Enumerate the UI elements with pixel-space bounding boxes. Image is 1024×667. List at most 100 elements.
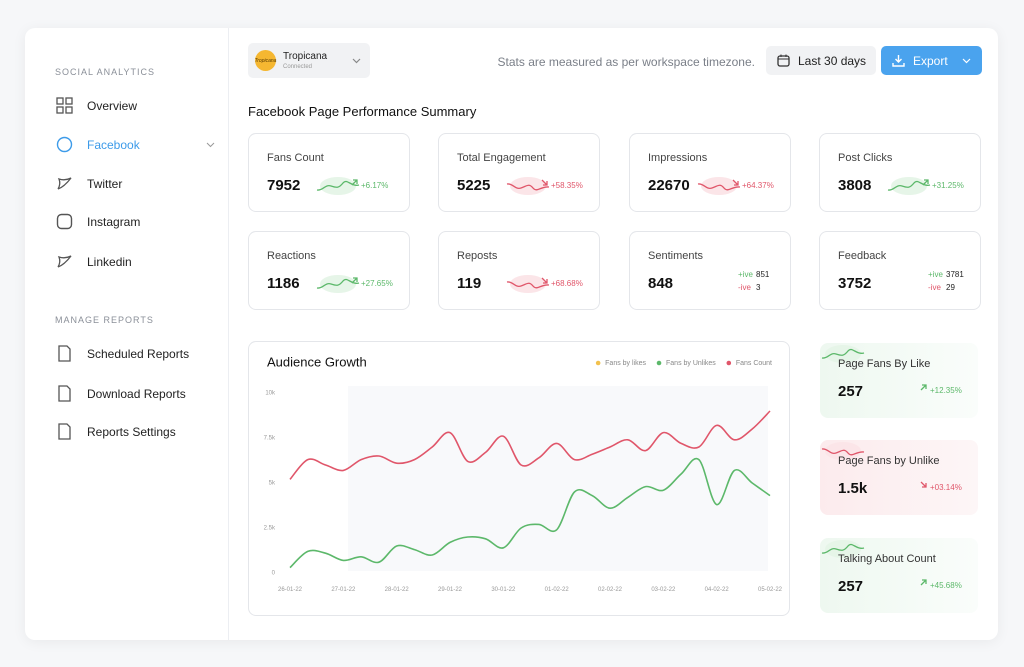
trend-arrow	[351, 277, 358, 284]
trend-arrow	[920, 481, 927, 488]
chevron	[352, 58, 361, 64]
sparkline	[821, 540, 865, 558]
metric-value: 119	[457, 275, 482, 292]
series-line	[289, 410, 771, 480]
arrow	[920, 579, 927, 586]
metric-value: 22670	[648, 177, 690, 194]
breakdown-value: 851	[756, 270, 770, 279]
metric-label: Post Clicks	[838, 152, 893, 164]
x-tick-label: 26-01-22	[278, 587, 303, 593]
metric-card: Fans Count 7952 +6.17%	[248, 133, 410, 212]
x-tick-label: 05-02-22	[758, 587, 783, 593]
metric-change: +12.35%	[930, 386, 962, 395]
metric-change: +64.37%	[742, 181, 774, 190]
date-range-button[interactable]: Last 30 days	[766, 46, 876, 75]
trend-arrow	[541, 179, 548, 186]
metric-card: Post Clicks 3808 +31.25%	[819, 133, 981, 212]
nav-label: Instagram	[87, 214, 141, 229]
metric-label: Page Fans By Like	[838, 358, 931, 370]
calendar-icon	[777, 54, 790, 67]
breakdown-label: +ive	[738, 270, 753, 279]
spark-line	[821, 348, 865, 359]
account-name: Tropicana	[283, 51, 328, 62]
x-tick-label: 30-01-22	[491, 587, 516, 593]
nav-label: Reports Settings	[87, 424, 176, 439]
breakdown-value: 29	[946, 283, 955, 292]
metric-card: Reactions 1186 +27.65%	[248, 231, 410, 310]
icon-part	[57, 177, 72, 190]
sparkline	[506, 177, 550, 195]
sparkline	[697, 177, 741, 195]
date-range-label: Last 30 days	[798, 54, 867, 68]
sparkline	[506, 275, 550, 293]
icon-part	[56, 213, 73, 230]
export-label: Export	[913, 54, 948, 68]
metric-card: Feedback 3752 +ive 3781 -ive 29	[819, 231, 981, 310]
breakdown-value: 3781	[946, 270, 964, 279]
summary-title: Facebook Page Performance Summary	[248, 104, 477, 119]
breakdown-label: +ive	[928, 270, 943, 279]
nav-label: Linkedin	[87, 254, 132, 269]
nav-item[interactable]: Reports Settings	[56, 423, 176, 440]
metric-value: 3808	[838, 177, 872, 194]
icon-part	[57, 255, 72, 268]
metric-value: 1.5k	[838, 480, 868, 497]
nav-icon	[58, 423, 71, 440]
metric-change: +27.65%	[361, 279, 393, 288]
nav-label: Download Reports	[87, 386, 186, 401]
icon-part	[56, 136, 73, 153]
trend-arrow	[732, 179, 739, 186]
icon-part	[56, 106, 64, 114]
spark-line	[506, 281, 550, 289]
legend-dot	[595, 360, 601, 366]
account-selector[interactable]: Tropicana Tropicana Connected	[248, 43, 370, 78]
metric-value: 5225	[457, 177, 491, 194]
legend-label: Fans by Unlikes	[666, 360, 716, 367]
sparkline	[316, 275, 360, 293]
metric-change: +68.68%	[551, 279, 583, 288]
metric-label: Impressions	[648, 152, 708, 164]
y-tick-label: 7.5k	[264, 436, 276, 442]
section-title: MANAGE REPORTS	[55, 315, 154, 325]
metric-change: +03.14%	[930, 483, 962, 492]
metric-value: 3752	[838, 275, 872, 292]
x-tick-label: 28-01-22	[385, 587, 410, 593]
metric-label: Fans Count	[267, 152, 324, 164]
chart-title: Audience Growth	[267, 354, 367, 369]
nav-icon	[56, 213, 73, 230]
side-card: Page Fans by Unlike 1.5k +03.14%	[820, 440, 978, 515]
x-tick-label: 03-02-22	[651, 587, 676, 593]
metric-change: +45.68%	[930, 581, 962, 590]
breakdown-label: -ive	[928, 283, 941, 292]
nav-item[interactable]: Twitter	[56, 175, 122, 192]
arrow	[351, 277, 358, 284]
metric-card: Impressions 22670 +64.37%	[629, 133, 791, 212]
chevron	[206, 142, 215, 147]
sparkline	[821, 442, 865, 460]
legend-dot	[726, 360, 732, 366]
timezone-note: Stats are measured as per workspace time…	[497, 55, 755, 69]
y-tick-label: 2.5k	[264, 526, 276, 532]
nav-item[interactable]: Download Reports	[56, 385, 186, 402]
nav-item[interactable]: Scheduled Reports	[56, 345, 189, 362]
sparkline	[821, 345, 865, 363]
arrow	[541, 179, 548, 186]
account-status: Connected	[283, 64, 313, 70]
nav-item[interactable]: Overview	[56, 97, 137, 114]
y-tick-label: 5k	[269, 481, 276, 487]
chevron	[962, 58, 971, 64]
spark-line	[506, 183, 550, 191]
metric-value: 257	[838, 578, 864, 595]
metric-card: Total Engagement 5225 +58.35%	[438, 133, 600, 212]
nav-item[interactable]: Facebook	[56, 136, 215, 153]
trend-arrow	[541, 277, 548, 284]
arrow	[732, 179, 739, 186]
export-button[interactable]: Export	[881, 46, 982, 75]
nav-item[interactable]: Instagram	[56, 213, 140, 230]
y-tick-label: 0	[272, 571, 276, 577]
metric-value: 257	[838, 383, 864, 400]
metric-card: Sentiments 848 +ive 851 -ive 3	[629, 231, 791, 310]
nav-item[interactable]: Linkedin	[56, 253, 132, 270]
icon-part	[206, 142, 215, 147]
